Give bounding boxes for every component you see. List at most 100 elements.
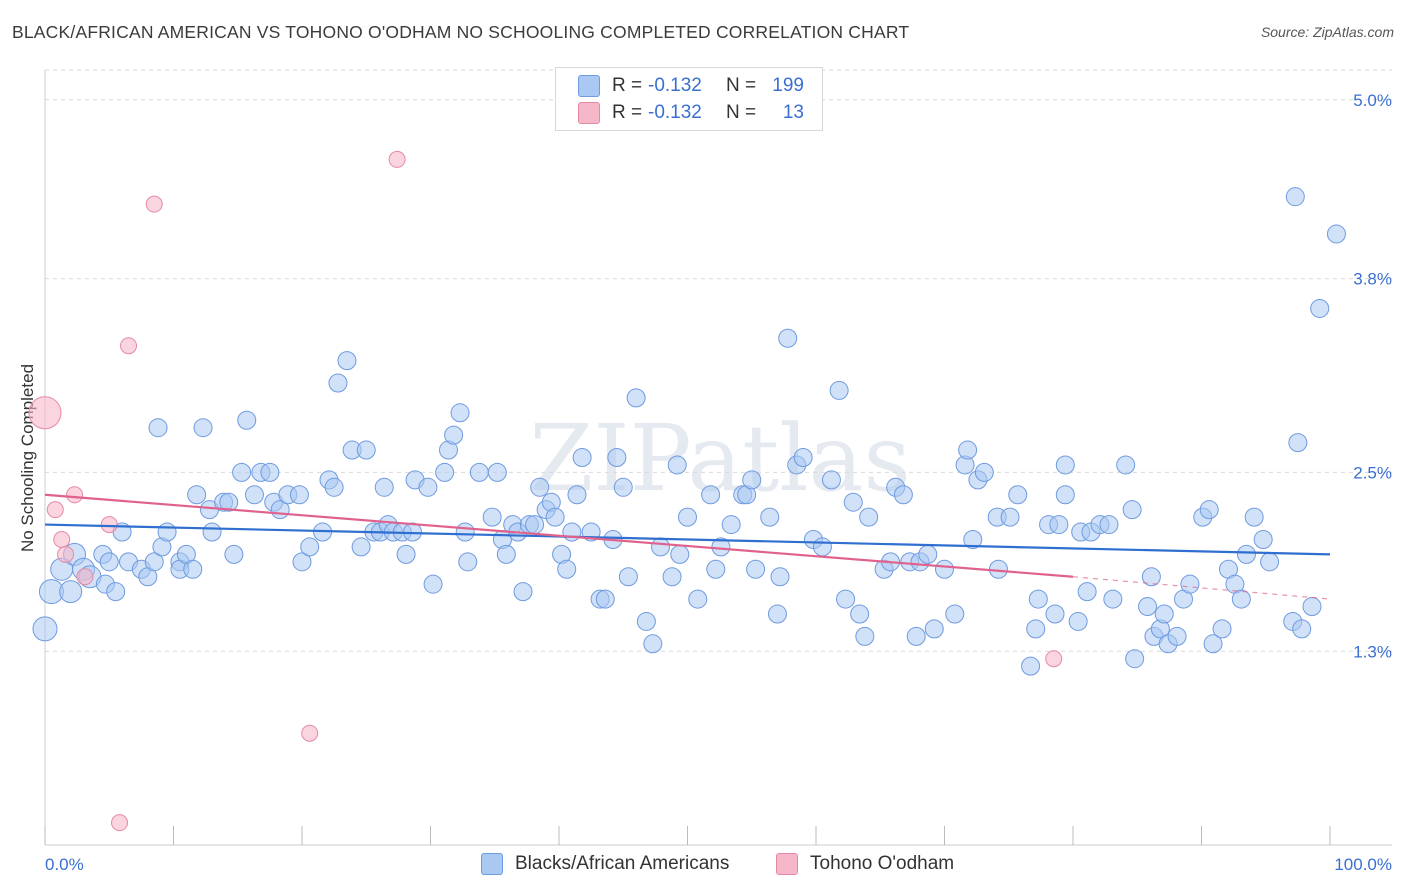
n-label: N = [726, 102, 757, 123]
point-blacks [1253, 529, 1273, 549]
point-blacks [99, 552, 119, 572]
r-label: R = [612, 75, 643, 96]
point-blacks [513, 582, 533, 602]
point-blacks [219, 492, 239, 512]
point-blacks [1008, 485, 1028, 505]
point-blacks [244, 485, 264, 505]
point-blacks [1138, 597, 1158, 617]
trend-line-blacks [44, 523, 1331, 556]
point-blacks [821, 470, 841, 490]
point-tohono [145, 195, 163, 213]
point-blacks [1077, 582, 1097, 602]
point-blacks [1231, 589, 1251, 609]
point-blacks [450, 403, 470, 423]
point-blacks [193, 418, 213, 438]
y-tick-label: 2.5% [1353, 463, 1392, 482]
point-blacks [289, 485, 309, 505]
point-blacks [469, 462, 489, 482]
point-blacks [1141, 567, 1161, 587]
point-blacks [525, 515, 545, 535]
stats-legend: R = -0.132 N = 199 R = -0.132 N = 13 [555, 67, 823, 131]
point-tohono [301, 724, 319, 742]
point-blacks [721, 515, 741, 535]
point-blacks [1310, 298, 1330, 318]
point-blacks [595, 589, 615, 609]
point-tohono [100, 516, 118, 534]
point-blacks [396, 544, 416, 564]
point-blacks [812, 537, 832, 557]
point-blacks [496, 544, 516, 564]
point-blacks [1203, 634, 1223, 654]
point-blacks [678, 507, 697, 527]
point-blacks [1026, 619, 1046, 639]
point-blacks [292, 552, 312, 572]
point-blacks [567, 485, 587, 505]
point-blacks [1326, 224, 1346, 244]
point-blacks [662, 567, 682, 587]
point-blacks [337, 351, 357, 371]
point-blacks [530, 477, 550, 497]
point-blacks [572, 448, 592, 467]
point-tohono [66, 486, 84, 504]
point-blacks [157, 522, 177, 542]
point-blacks [423, 574, 443, 594]
point-blacks [1167, 626, 1187, 646]
y-tick-label: 1.3% [1353, 642, 1392, 661]
point-blacks [963, 529, 983, 549]
n-value: 13 [782, 102, 804, 123]
point-blacks [232, 462, 252, 482]
r-label: R = [612, 102, 643, 123]
point-blacks [974, 462, 994, 482]
point-blacks [148, 418, 168, 438]
point-blacks [59, 580, 83, 604]
y-axis-label: No Schooling Completed [18, 364, 37, 552]
point-blacks [1285, 187, 1305, 207]
point-blacks [688, 589, 708, 609]
point-blacks [770, 567, 790, 587]
r-value: -0.132 [648, 102, 702, 123]
bottom-legend-label-tohono: Tohono O'odham [810, 853, 955, 874]
point-blacks [1116, 455, 1136, 475]
point-blacks [1292, 619, 1312, 639]
x-tick-label: 0.0% [45, 855, 84, 874]
legend-row-blacks: R = -0.132 N = 199 [578, 73, 804, 99]
point-blacks [1125, 649, 1145, 669]
point-blacks [1302, 597, 1322, 617]
point-blacks [829, 380, 849, 400]
point-blacks [32, 616, 58, 642]
point-blacks [487, 462, 507, 482]
point-blacks [1103, 589, 1123, 609]
point-blacks [706, 559, 726, 579]
point-blacks [850, 604, 870, 624]
y-tick-label: 5.0% [1353, 91, 1392, 110]
y-tick-label: 3.8% [1353, 270, 1392, 289]
point-blacks [670, 544, 690, 564]
point-blacks [1045, 604, 1065, 624]
legend-row-tohono: R = -0.132 N = 13 [578, 100, 804, 126]
point-blacks [1021, 656, 1041, 676]
point-blacks [906, 626, 926, 646]
point-blacks [183, 559, 203, 579]
point-tohono [111, 814, 129, 832]
point-blacks [958, 440, 978, 460]
point-blacks [351, 537, 371, 557]
point-blacks [458, 552, 478, 572]
point-blacks [778, 328, 798, 348]
bottom-legend-tohono: Tohono O'odham [776, 850, 954, 878]
point-blacks [1000, 507, 1020, 527]
point-blacks [1049, 515, 1069, 535]
r-value: -0.132 [648, 75, 702, 96]
point-blacks [482, 507, 502, 527]
point-blacks [300, 537, 320, 557]
point-blacks [667, 455, 687, 475]
point-blacks [202, 522, 222, 542]
bottom-legend-blacks: Blacks/African Americans [481, 850, 729, 878]
point-blacks [793, 448, 813, 467]
point-blacks [1244, 507, 1264, 527]
point-blacks [545, 507, 565, 527]
point-blacks [455, 522, 475, 542]
point-blacks [328, 373, 348, 393]
point-blacks [324, 477, 344, 497]
legend-swatch-blacks [578, 75, 600, 97]
